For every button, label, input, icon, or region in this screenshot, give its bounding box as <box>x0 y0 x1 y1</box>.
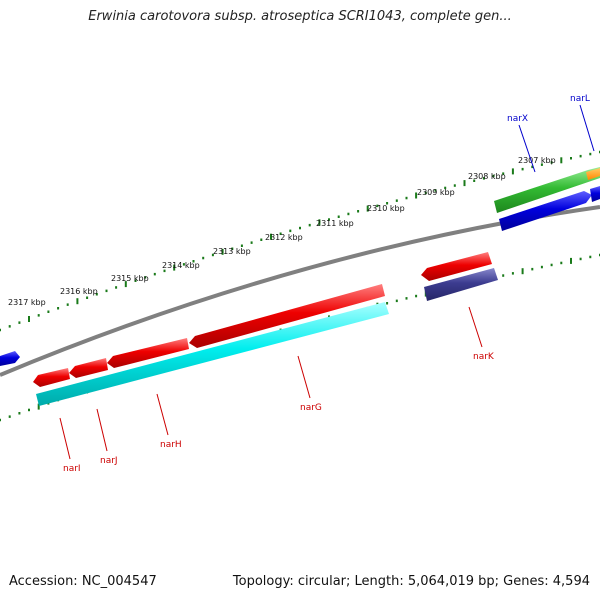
gene-label-narL[interactable]: narL <box>570 94 590 104</box>
gene-label-narK[interactable]: narK <box>473 352 495 362</box>
leader-narX <box>518 124 536 173</box>
accession-text: Accession: NC_004547 <box>9 574 157 589</box>
scale-label-2310: 2310 kbp <box>367 204 405 213</box>
gene-label-narH[interactable]: narH <box>160 440 182 450</box>
leader-narJ <box>96 408 108 452</box>
gene-cyan-feature[interactable] <box>36 302 389 406</box>
scale-label-2315: 2315 kbp <box>111 274 149 283</box>
scale-label-2314: 2314 kbp <box>162 261 200 270</box>
scale-label-2317: 2317 kbp <box>8 298 46 307</box>
forward-scale-ticks <box>0 150 600 332</box>
scale-label-2316: 2316 kbp <box>60 287 98 296</box>
gene-label-narJ[interactable]: narJ <box>100 456 118 466</box>
gene-narK[interactable] <box>421 252 492 281</box>
leader-narK <box>468 306 483 348</box>
scale-label-2308: 2308 kbp <box>468 172 506 181</box>
gene-narJ[interactable] <box>69 358 108 378</box>
scale-label-2313: 2313 kbp <box>213 247 251 256</box>
gene-narI[interactable] <box>33 368 70 387</box>
leader-narI <box>59 417 71 460</box>
scale-label-2311: 2311 kbp <box>316 219 354 228</box>
gene-slate-feature[interactable] <box>424 268 498 301</box>
scale-label-2309: 2309 kbp <box>417 188 455 197</box>
gene-left-edge-blue[interactable] <box>0 351 20 366</box>
gene-label-narX[interactable]: narX <box>507 114 528 124</box>
scale-label-2307: 2307 kbp <box>518 156 556 165</box>
gene-orange-feature[interactable] <box>586 168 600 180</box>
gene-blue-feature[interactable] <box>499 191 592 231</box>
leader-narG <box>297 355 311 399</box>
genome-summary-text: Topology: circular; Length: 5,064,019 bp… <box>232 574 590 589</box>
gene-narL[interactable] <box>590 186 600 202</box>
gene-narG[interactable] <box>189 284 385 348</box>
gene-narH[interactable] <box>107 338 189 368</box>
scale-label-2312: 2312 kbp <box>265 233 303 242</box>
leader-narH <box>156 393 169 436</box>
map-title: Erwinia carotovora subsp. atroseptica SC… <box>88 9 512 24</box>
gene-narX[interactable] <box>494 167 600 213</box>
gene-label-narI[interactable]: narI <box>63 464 81 474</box>
leader-narL <box>579 104 595 152</box>
gene-label-narG[interactable]: narG <box>300 403 322 413</box>
